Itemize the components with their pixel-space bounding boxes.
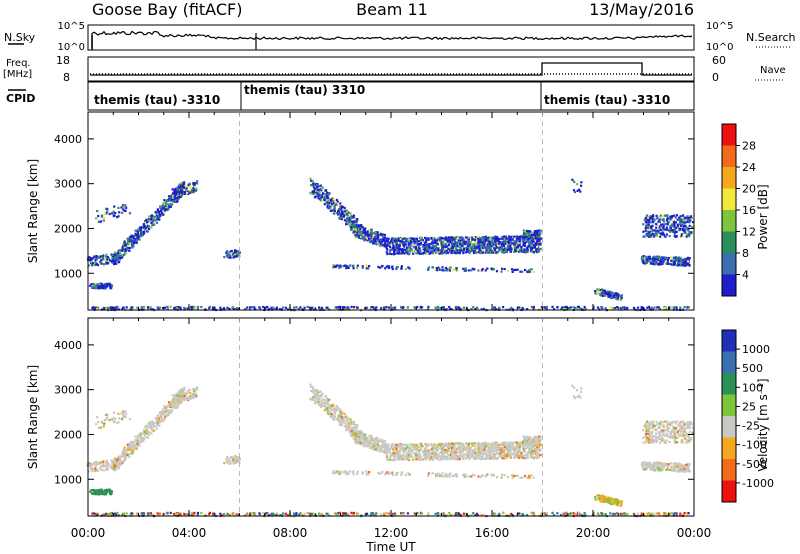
colorbar-swatch bbox=[722, 210, 736, 232]
colorbar-tick-label: 4 bbox=[742, 269, 749, 282]
y-tick-label: 4000 bbox=[54, 339, 82, 352]
freq-strip: Freq. [MHz] 18 8 60 0 Nave bbox=[3, 54, 786, 84]
x-tick-label: 00:00 bbox=[677, 526, 712, 540]
power-panel: 1000 2000 3000 4000 Slant Range [km] bbox=[26, 111, 695, 312]
colorbar-tick-label: 100 bbox=[742, 381, 763, 394]
station-title: Goose Bay (fitACF) bbox=[92, 0, 242, 19]
freq-tick-low: 8 bbox=[63, 71, 70, 84]
velocity-colorbar-label: Velocity [m s⁻¹] bbox=[756, 378, 770, 471]
nsearch-tick-high: 10^5 bbox=[706, 21, 733, 32]
colorbar-swatch bbox=[722, 231, 736, 254]
nsky-label: N.Sky bbox=[4, 31, 36, 44]
colorbar-swatch bbox=[722, 351, 736, 374]
colorbar-swatch bbox=[722, 145, 736, 168]
colorbar-tick-label: 16 bbox=[742, 204, 756, 217]
colorbar-swatch bbox=[722, 373, 736, 395]
cpid-label: CPID bbox=[6, 92, 35, 105]
colorbar-tick-label: 500 bbox=[742, 362, 763, 375]
colorbar-tick-label: -100 bbox=[742, 439, 767, 452]
freq-tick-high: 18 bbox=[56, 54, 70, 67]
beam-title: Beam 11 bbox=[356, 0, 428, 19]
power-y-axis: 1000 2000 3000 4000 bbox=[54, 112, 695, 310]
nave-tick-high: 60 bbox=[712, 54, 726, 67]
date-title: 13/May/2016 bbox=[589, 0, 694, 19]
colorbar-swatch bbox=[722, 188, 736, 211]
velocity-ylabel: Slant Range [km] bbox=[26, 365, 40, 469]
freq-trace bbox=[90, 62, 692, 76]
nsky-tick-high: 10^5 bbox=[58, 21, 85, 32]
time-x-axis: 00:00 04:00 08:00 12:00 16:00 20:00 00:00 bbox=[71, 526, 712, 540]
colorbar-swatch bbox=[722, 437, 736, 460]
velocity-scatter-data bbox=[86, 383, 695, 518]
colorbar-swatch bbox=[722, 274, 736, 297]
x-tick-label: 16:00 bbox=[475, 526, 510, 540]
nsky-tick-low: 10^0 bbox=[58, 42, 85, 53]
cpid-strip: CPID themis (tau) -3310 themis (tau) 331… bbox=[6, 81, 695, 111]
cpid-segment-1: themis (tau) -3310 bbox=[94, 93, 220, 107]
nave-label: Nave bbox=[760, 65, 786, 76]
freq-unit: [MHz] bbox=[3, 69, 32, 80]
colorbar-swatch bbox=[722, 459, 736, 481]
time-xlabel: Time UT bbox=[365, 540, 416, 554]
colorbar-swatch bbox=[722, 480, 736, 503]
colorbar-swatch bbox=[722, 394, 736, 417]
colorbar-tick-label: -25 bbox=[742, 420, 760, 433]
power-colorbar-label: Power [dB] bbox=[756, 184, 770, 249]
y-tick-label: 4000 bbox=[54, 133, 82, 146]
colorbar-swatch bbox=[722, 416, 736, 438]
colorbar-swatch bbox=[722, 253, 736, 275]
nsearch-tick-low: 10^0 bbox=[706, 42, 733, 53]
cpid-segment-2: themis (tau) 3310 bbox=[244, 83, 365, 97]
nsky-trace bbox=[91, 30, 693, 48]
colorbar-tick-label: 1000 bbox=[742, 343, 770, 356]
cpid-segment-3: themis (tau) -3310 bbox=[544, 93, 670, 107]
x-tick-label: 08:00 bbox=[273, 526, 308, 540]
nsearch-label: N.Search bbox=[746, 31, 796, 44]
power-ylabel: Slant Range [km] bbox=[26, 159, 40, 263]
y-tick-label: 3000 bbox=[54, 178, 82, 191]
colorbar-tick-label: -1000 bbox=[742, 477, 774, 490]
velocity-colorbar: 1000 500 100 25 -25 -100 -500 -1000 bbox=[721, 329, 774, 503]
y-tick-label: 3000 bbox=[54, 384, 82, 397]
y-tick-label: 1000 bbox=[54, 267, 82, 280]
power-colorbar: 28 24 20 16 12 8 4 bbox=[721, 123, 756, 297]
colorbar-swatch bbox=[722, 330, 736, 352]
colorbar-tick-label: 24 bbox=[742, 161, 756, 174]
velocity-y-axis: 1000 2000 3000 4000 bbox=[54, 318, 695, 516]
nave-tick-low: 0 bbox=[712, 71, 719, 84]
colorbar-tick-label: 8 bbox=[742, 247, 749, 260]
colorbar-tick-label: 20 bbox=[742, 183, 756, 196]
freq-label: Freq. bbox=[6, 58, 31, 69]
power-scatter-data bbox=[86, 177, 695, 312]
y-tick-label: 2000 bbox=[54, 428, 82, 441]
x-tick-label: 00:00 bbox=[71, 526, 106, 540]
colorbar-tick-label: -500 bbox=[742, 458, 767, 471]
colorbar-swatch bbox=[722, 167, 736, 189]
nsky-strip: N.Sky 10^5 10^0 10^5 10^0 N.Search bbox=[4, 21, 796, 53]
x-tick-label: 04:00 bbox=[172, 526, 207, 540]
y-tick-label: 1000 bbox=[54, 473, 82, 486]
colorbar-swatch bbox=[722, 124, 736, 146]
x-tick-label: 12:00 bbox=[374, 526, 409, 540]
colorbar-tick-label: 25 bbox=[742, 400, 756, 413]
y-tick-label: 2000 bbox=[54, 222, 82, 235]
colorbar-tick-label: 12 bbox=[742, 226, 756, 239]
x-tick-label: 20:00 bbox=[576, 526, 611, 540]
colorbar-tick-label: 28 bbox=[742, 140, 756, 153]
